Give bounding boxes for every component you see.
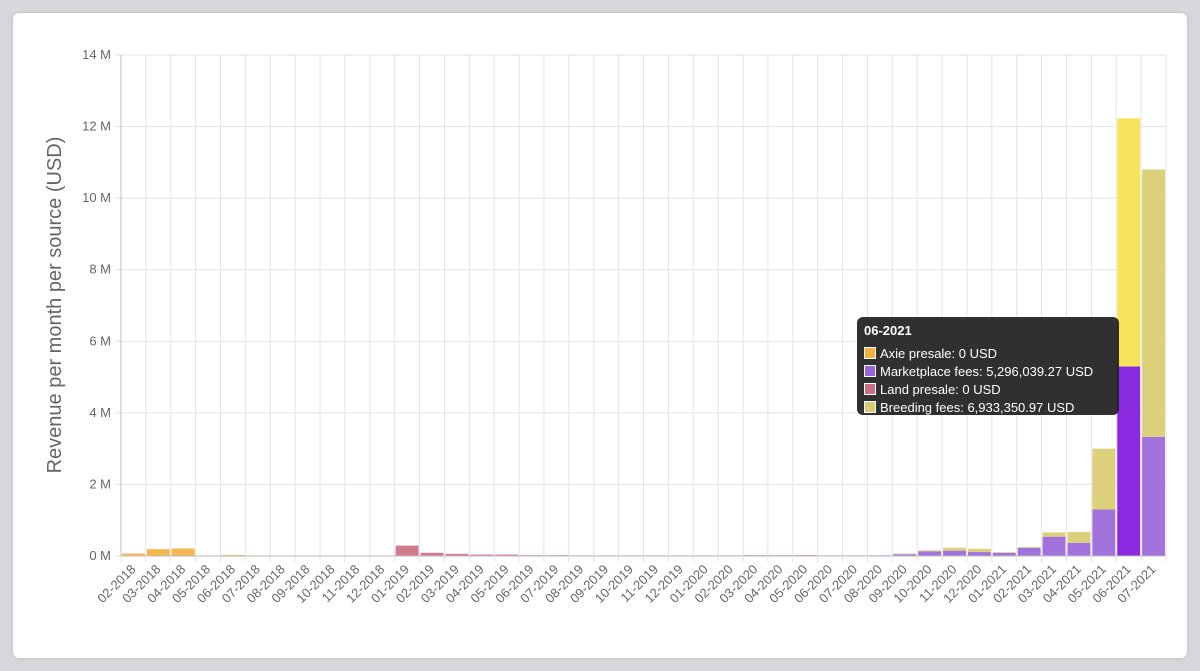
bar-segment-land-presale[interactable] bbox=[793, 555, 817, 556]
y-tick-label: 2 M bbox=[89, 476, 111, 491]
bar-segment-marketplace-fees[interactable] bbox=[1017, 547, 1041, 556]
legend-swatch bbox=[864, 401, 876, 413]
x-tick-labels: 02-201803-201804-201805-201806-201807-20… bbox=[94, 562, 1158, 606]
y-axis-label: Revenue per month per source (USD) bbox=[44, 137, 66, 474]
y-tick-label: 4 M bbox=[89, 405, 111, 420]
legend-swatch bbox=[864, 383, 876, 395]
bar-segment-land-presale[interactable] bbox=[395, 545, 419, 556]
y-tick-label: 0 M bbox=[89, 548, 111, 563]
bar-segment-marketplace-fees[interactable] bbox=[893, 554, 917, 556]
tooltip-row-text: Land presale: 0 USD bbox=[880, 381, 1001, 397]
bar-segment-breeding-fees[interactable] bbox=[992, 552, 1016, 553]
bar-segment-land-presale[interactable] bbox=[445, 553, 469, 556]
tooltip-row-text: Marketplace fees: 5,296,039.27 USD bbox=[880, 363, 1094, 379]
bar-segment-breeding-fees[interactable] bbox=[1117, 118, 1141, 367]
tooltip-title: 06-2021 bbox=[864, 323, 912, 338]
bar-segment-axie-presale[interactable] bbox=[122, 553, 145, 556]
bar-segment-land-presale[interactable] bbox=[470, 554, 494, 556]
bar-segment-breeding-fees[interactable] bbox=[1042, 532, 1066, 537]
bar-segment-marketplace-fees[interactable] bbox=[1117, 366, 1141, 556]
bar-segment-breeding-fees[interactable] bbox=[1017, 547, 1041, 548]
bar-segment-breeding-fees[interactable] bbox=[1142, 169, 1165, 437]
bar-segment-axie-presale[interactable] bbox=[146, 549, 170, 556]
tooltip-row-axie-presale: Axie presale: 0 USD bbox=[864, 344, 1112, 362]
tooltip-row-breeding-fees: Breeding fees: 6,933,350.97 USD bbox=[864, 398, 1112, 416]
bar-segment-breeding-fees[interactable] bbox=[1092, 448, 1116, 510]
y-tick-label: 10 M bbox=[82, 190, 111, 205]
grid-lines bbox=[115, 54, 1167, 562]
bar-segment-marketplace-fees[interactable] bbox=[992, 552, 1016, 556]
y-tick-label: 6 M bbox=[89, 333, 111, 348]
bar-segment-marketplace-fees[interactable] bbox=[1092, 509, 1116, 556]
y-tick-label: 14 M bbox=[82, 47, 111, 62]
legend-swatch bbox=[864, 347, 876, 359]
tooltip-row-land-presale: Land presale: 0 USD bbox=[864, 380, 1112, 398]
bar-segment-marketplace-fees[interactable] bbox=[918, 551, 942, 556]
bar-segment-marketplace-fees[interactable] bbox=[1042, 536, 1066, 556]
bar-segment-axie-presale[interactable] bbox=[171, 548, 195, 556]
tooltip-row-text: Breeding fees: 6,933,350.97 USD bbox=[880, 399, 1075, 415]
bar-segment-axie-presale[interactable] bbox=[221, 554, 245, 556]
bar-segment-breeding-fees[interactable] bbox=[1067, 532, 1091, 543]
bar-stacks bbox=[122, 118, 1165, 556]
bar-segment-marketplace-fees[interactable] bbox=[943, 550, 966, 556]
y-tick-label: 8 M bbox=[89, 262, 111, 277]
bar-segment-breeding-fees[interactable] bbox=[918, 550, 942, 552]
bar-segment-breeding-fees[interactable] bbox=[943, 547, 966, 551]
bar-segment-marketplace-fees[interactable] bbox=[1067, 542, 1091, 556]
bar-segment-land-presale[interactable] bbox=[420, 552, 444, 556]
y-tick-labels: 0 M 2 M 4 M 6 M 8 M 10 M 12 M 14 M bbox=[82, 47, 111, 563]
tooltip-row-text: Axie presale: 0 USD bbox=[880, 345, 998, 361]
bar-segment-breeding-fees[interactable] bbox=[967, 548, 991, 553]
axes bbox=[120, 55, 1166, 557]
bar-segment-marketplace-fees[interactable] bbox=[1142, 436, 1165, 556]
y-tick-label: 12 M bbox=[82, 119, 111, 134]
tooltip: 06-2021 Axie presale: 0 USD Marketplace … bbox=[857, 317, 1119, 415]
tooltip-row-marketplace-fees: Marketplace fees: 5,296,039.27 USD bbox=[864, 362, 1112, 380]
bar-segment-marketplace-fees[interactable] bbox=[967, 552, 991, 556]
legend-swatch bbox=[864, 365, 876, 377]
bar-segment-breeding-fees[interactable] bbox=[893, 553, 917, 555]
bar-segment-land-presale[interactable] bbox=[495, 554, 519, 556]
